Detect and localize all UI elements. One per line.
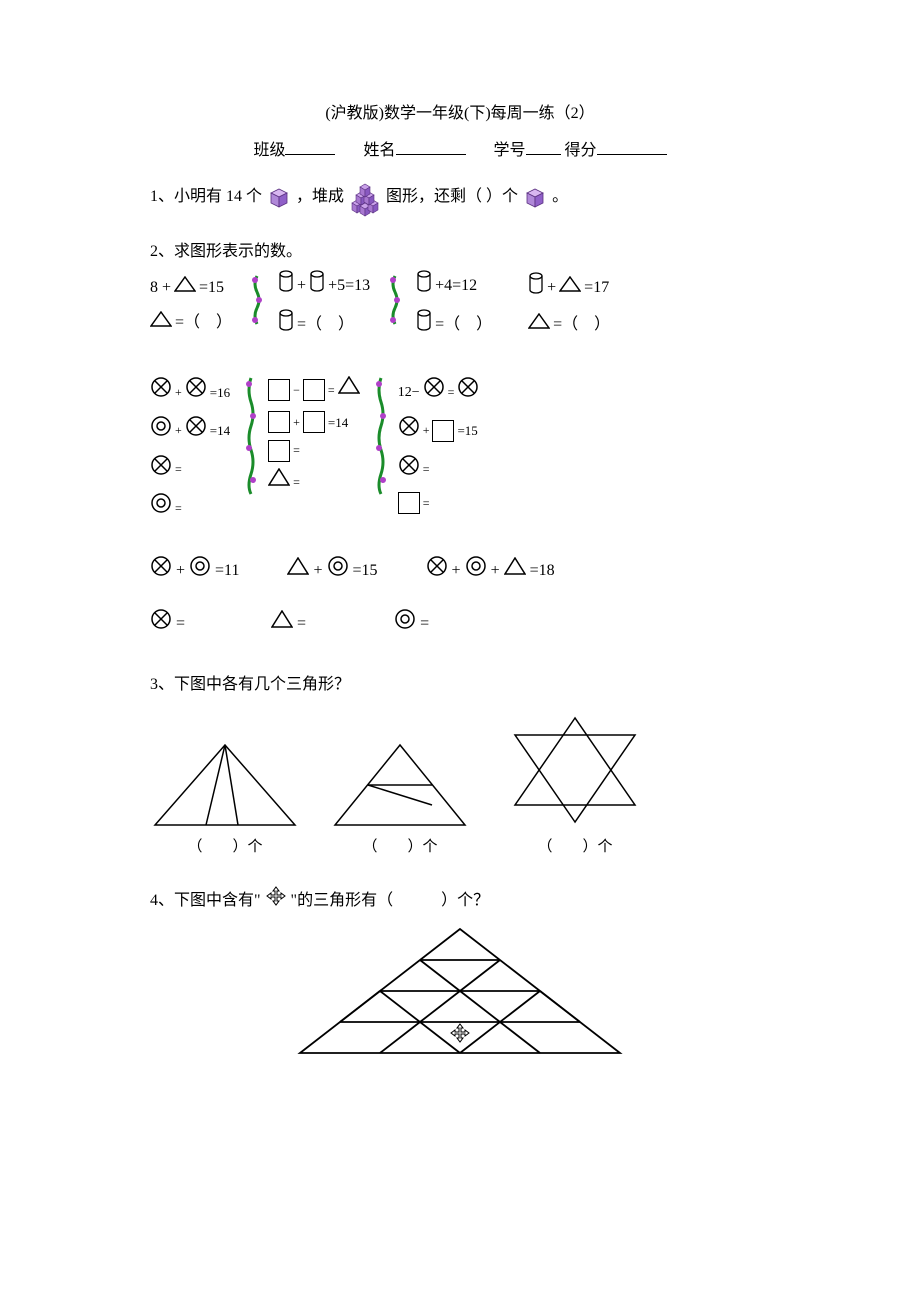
square-icon (268, 411, 290, 433)
triangle-icon (287, 557, 309, 586)
q3-title: 3、下图中各有几个三角形？ (150, 671, 770, 700)
cross-arrow-icon (265, 885, 287, 918)
cylinder-icon (416, 309, 432, 342)
q1-row: 1、小明有 14 个 ，堆成 图形，还剩（ ）个 。 (150, 178, 770, 218)
q1-mid1: ，堆成 (296, 183, 344, 212)
circle-o-icon (394, 608, 416, 641)
triangle-icon (559, 274, 581, 303)
square-icon (303, 411, 325, 433)
q1-suffix: 。 (552, 183, 568, 212)
circle-x-icon (150, 454, 172, 487)
circle-o-icon (189, 555, 211, 588)
vine-icon (244, 376, 258, 496)
class-label: 班级 (253, 142, 285, 159)
triangle-icon (271, 610, 293, 639)
square-icon (398, 492, 420, 514)
square-icon (303, 379, 325, 401)
circle-o-icon (150, 492, 172, 525)
cylinder-icon (528, 272, 544, 305)
blank-paren[interactable]: （ ）个 (330, 834, 470, 861)
score-label: 得分 (565, 142, 597, 159)
blank-paren[interactable]: （ ）个 (150, 834, 300, 861)
q4-title-line: 4、下图中含有" "的三角形有（ ）个？ (150, 885, 770, 918)
blank-paren[interactable]: =（ ） (435, 311, 492, 340)
cube-icon (522, 185, 548, 211)
q2-block3: + =11 + =15 + + =18 = = = (150, 555, 770, 641)
cylinder-icon (278, 270, 294, 303)
vine-icon (250, 274, 264, 339)
blank-paren[interactable]: =（ ） (297, 311, 354, 340)
q2-title: 2、求图形表示的数。 (150, 238, 770, 267)
cube-stack-icon (348, 178, 382, 218)
blank-paren[interactable]: =（ ） (553, 311, 610, 340)
triangle-icon (150, 309, 172, 338)
square-icon (268, 379, 290, 401)
id-label: 学号 (494, 142, 526, 159)
triangle-icon (338, 376, 360, 405)
q3-fig1: （ ）个 (150, 740, 300, 861)
name-blank[interactable] (396, 139, 466, 155)
cylinder-icon (278, 309, 294, 342)
name-label: 姓名 (363, 142, 395, 159)
circle-x-icon (426, 555, 448, 588)
square-icon (432, 420, 454, 442)
circle-o-icon (150, 415, 172, 448)
circle-x-icon (150, 555, 172, 588)
triangle-icon (268, 468, 290, 497)
circle-x-icon (457, 376, 479, 409)
circle-x-icon (150, 608, 172, 641)
q1-mid2: 图形，还剩（ (386, 183, 482, 212)
square-icon (268, 440, 290, 462)
q1-mid3: ）个 (486, 183, 518, 212)
circle-x-icon (185, 376, 207, 409)
id-blank[interactable] (526, 139, 561, 155)
cube-icon (266, 185, 292, 211)
circle-x-icon (398, 415, 420, 448)
triangle-icon (528, 311, 550, 340)
vine-icon (388, 274, 402, 339)
circle-x-icon (423, 376, 445, 409)
circle-x-icon (398, 454, 420, 487)
circle-x-icon (185, 415, 207, 448)
cylinder-icon (416, 270, 432, 303)
blank-paren[interactable]: =（ ） (175, 309, 232, 338)
score-blank[interactable] (597, 139, 667, 155)
q3-fig2: （ ）个 (330, 740, 470, 861)
q2-block2: + =16 + =14 = = − = + (150, 376, 770, 525)
class-blank[interactable] (285, 139, 335, 155)
q4-figure (150, 921, 770, 1072)
q3-figures: （ ）个 （ ）个 （ ）个 (150, 710, 770, 861)
q1-prefix: 1、小明有 14 个 (150, 183, 262, 212)
cylinder-icon (309, 270, 325, 303)
q3-fig3: （ ）个 (500, 710, 650, 861)
triangle-icon (174, 274, 196, 303)
vine-icon (374, 376, 388, 496)
info-line: 班级 姓名 学号 得分 (150, 137, 770, 166)
circle-x-icon (150, 376, 172, 409)
circle-o-icon (327, 555, 349, 588)
triangle-icon (504, 557, 526, 586)
doc-title: (沪教版)数学一年级(下)每周一练（2） (150, 100, 770, 129)
blank-paren[interactable]: （ ）个 (500, 834, 650, 861)
q2-row1: 8 + =15 =（ ） + +5=13 =（ ） +4=12 (150, 270, 770, 342)
circle-o-icon (465, 555, 487, 588)
